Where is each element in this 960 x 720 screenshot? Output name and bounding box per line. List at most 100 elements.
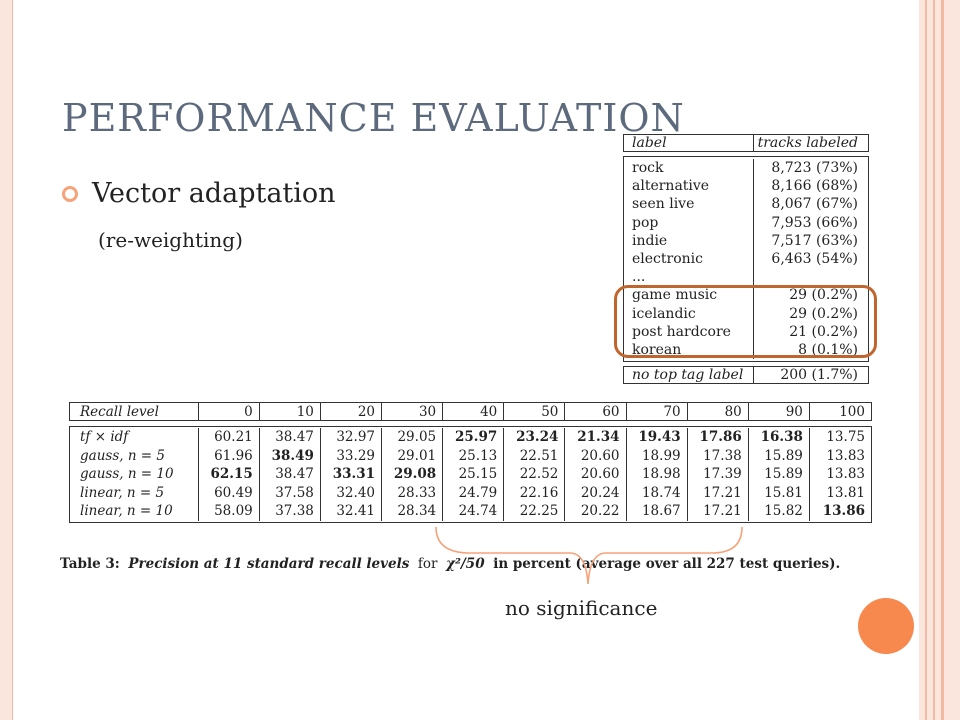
recall-level-cell: 90	[749, 403, 810, 420]
recall-level-cell: 40	[443, 403, 505, 420]
slide-frame-left	[0, 0, 13, 720]
caption-for: for	[417, 556, 438, 572]
precision-value: 38.47	[260, 465, 321, 484]
tag-count: 8,067 (67%)	[771, 196, 858, 213]
caption-italic: Precision at 11 standard recall levels	[128, 556, 410, 572]
precision-value: 37.58	[260, 483, 321, 502]
precision-value: 17.21	[688, 483, 749, 502]
recall-level-cell: 30	[382, 403, 444, 420]
precision-value: 13.83	[826, 447, 865, 464]
precision-value: 13.86	[822, 503, 865, 520]
caption-prefix: Table 3:	[60, 556, 120, 572]
tag-row: alternative 8,166 (68%)	[624, 177, 868, 196]
precision-value: 32.40	[321, 483, 382, 502]
precision-value: 13.81	[826, 484, 865, 501]
precision-value: 33.31	[321, 465, 382, 484]
recall-level-cell: 10	[260, 403, 321, 420]
tag-table: label tracks labeled rock 8,723 (73%) alte…	[623, 134, 869, 385]
precision-value: 22.25	[504, 502, 566, 521]
tag-label: pop	[624, 213, 754, 232]
precision-value: 20.60	[565, 446, 627, 465]
bullet-text: Vector adaptation	[92, 178, 336, 209]
precision-value: 13.83	[826, 466, 865, 483]
precision-value: 19.43	[627, 428, 688, 447]
precision-row: tf × idf 60.21 38.47 32.97 29.05 25.97 23.24 21…	[70, 428, 871, 447]
precision-table: Recall level 0 10 20 30 40 50 60 70 80 90 100 tf ×…	[69, 402, 872, 523]
highlight-rounded-box	[614, 285, 877, 358]
tag-label: alternative	[624, 177, 754, 196]
precision-value: 32.41	[321, 502, 382, 521]
no-significance-label: no significance	[505, 596, 658, 620]
method-label: gauss, n = 5	[70, 446, 199, 465]
tag-label: post hardcore	[624, 322, 754, 341]
frame-stripe	[933, 0, 935, 720]
precision-value: 15.89	[749, 446, 810, 465]
precision-value: 21.34	[565, 428, 627, 447]
bullet-ring-icon	[62, 185, 78, 202]
tag-label: seen live	[624, 195, 754, 214]
recall-level-cell: 100	[839, 403, 865, 420]
precision-value: 25.97	[443, 428, 505, 447]
tag-row: korean 8 (0.1%)	[624, 340, 868, 360]
precision-value: 25.13	[443, 446, 505, 465]
tag-row: electronic 6,463 (54%)	[624, 249, 868, 269]
precision-row: gauss, n = 5 61.96 38.49 33.29 29.01 25.13 22.…	[70, 446, 871, 465]
tag-count: 6,463 (54%)	[771, 251, 858, 268]
precision-value: 25.15	[443, 465, 505, 484]
precision-value: 18.67	[627, 502, 688, 521]
precision-value: 18.98	[627, 465, 688, 484]
frame-stripe	[925, 0, 927, 720]
caption-suffix: in percent (average over all 227 test qu…	[493, 556, 841, 572]
tag-count: 8,166 (68%)	[771, 178, 858, 195]
tag-row: indie 7,517 (63%)	[624, 231, 868, 250]
precision-value: 24.79	[443, 483, 505, 502]
tag-count: 8,723 (73%)	[771, 160, 858, 177]
precision-value: 22.51	[504, 446, 566, 465]
tag-table-footer: no top tag label 200 (1.7%)	[623, 366, 869, 385]
precision-value: 28.34	[382, 502, 444, 521]
tag-row: game music 29 (0.2%)	[624, 286, 868, 305]
precision-value: 60.21	[199, 428, 260, 447]
precision-value: 29.05	[382, 428, 444, 447]
precision-value: 60.49	[199, 483, 260, 502]
precision-value: 32.97	[321, 428, 382, 447]
tag-row: rock 8,723 (73%)	[624, 159, 868, 178]
precision-value: 24.74	[443, 502, 505, 521]
recall-level-cell: 20	[321, 403, 382, 420]
precision-row: gauss, n = 10 62.15 38.47 33.31 29.08 25.15 22…	[70, 465, 871, 484]
method-label: linear, n = 10	[70, 502, 199, 521]
recall-level-cell: 0	[199, 403, 260, 420]
precision-row: linear, n = 5 60.49 37.58 32.40 28.33 24.79 22…	[70, 483, 871, 502]
precision-table-header: Recall level 0 10 20 30 40 50 60 70 80 90 100	[69, 402, 872, 421]
bullet-item: Vector adaptation	[62, 178, 336, 209]
tag-footer-label: no top tag label	[624, 367, 754, 384]
precision-value: 22.16	[504, 483, 566, 502]
tag-label: indie	[624, 231, 754, 250]
sub-bullet-text: (re-weighting)	[98, 228, 243, 252]
precision-value: 38.47	[260, 428, 321, 447]
precision-value: 17.86	[688, 428, 749, 447]
tag-row: icelandic 29 (0.2%)	[624, 304, 868, 323]
precision-value: 17.21	[688, 502, 749, 521]
decorative-orange-circle	[858, 598, 914, 654]
tag-label: korean	[624, 340, 754, 360]
caption-metric: χ²/50	[446, 556, 485, 572]
tag-count: 29 (0.2%)	[789, 287, 858, 304]
precision-value: 22.52	[504, 465, 566, 484]
recall-level-cell: 80	[688, 403, 749, 420]
tag-count: 7,953 (66%)	[771, 214, 858, 231]
tag-count: 8 (0.1%)	[798, 341, 858, 358]
precision-value: 20.24	[565, 483, 627, 502]
slide-frame-right	[919, 0, 960, 720]
recall-level-cell: 70	[627, 403, 688, 420]
precision-value: 18.74	[627, 483, 688, 502]
tag-label: electronic	[624, 249, 754, 269]
method-label: gauss, n = 10	[70, 465, 199, 484]
slide-title: PERFORMANCE EVALUATION	[62, 96, 685, 140]
precision-value: 17.38	[688, 446, 749, 465]
precision-value: 62.15	[199, 465, 260, 484]
precision-value: 15.81	[749, 483, 810, 502]
tag-row: ...	[624, 268, 868, 287]
brace-shape	[435, 526, 743, 585]
